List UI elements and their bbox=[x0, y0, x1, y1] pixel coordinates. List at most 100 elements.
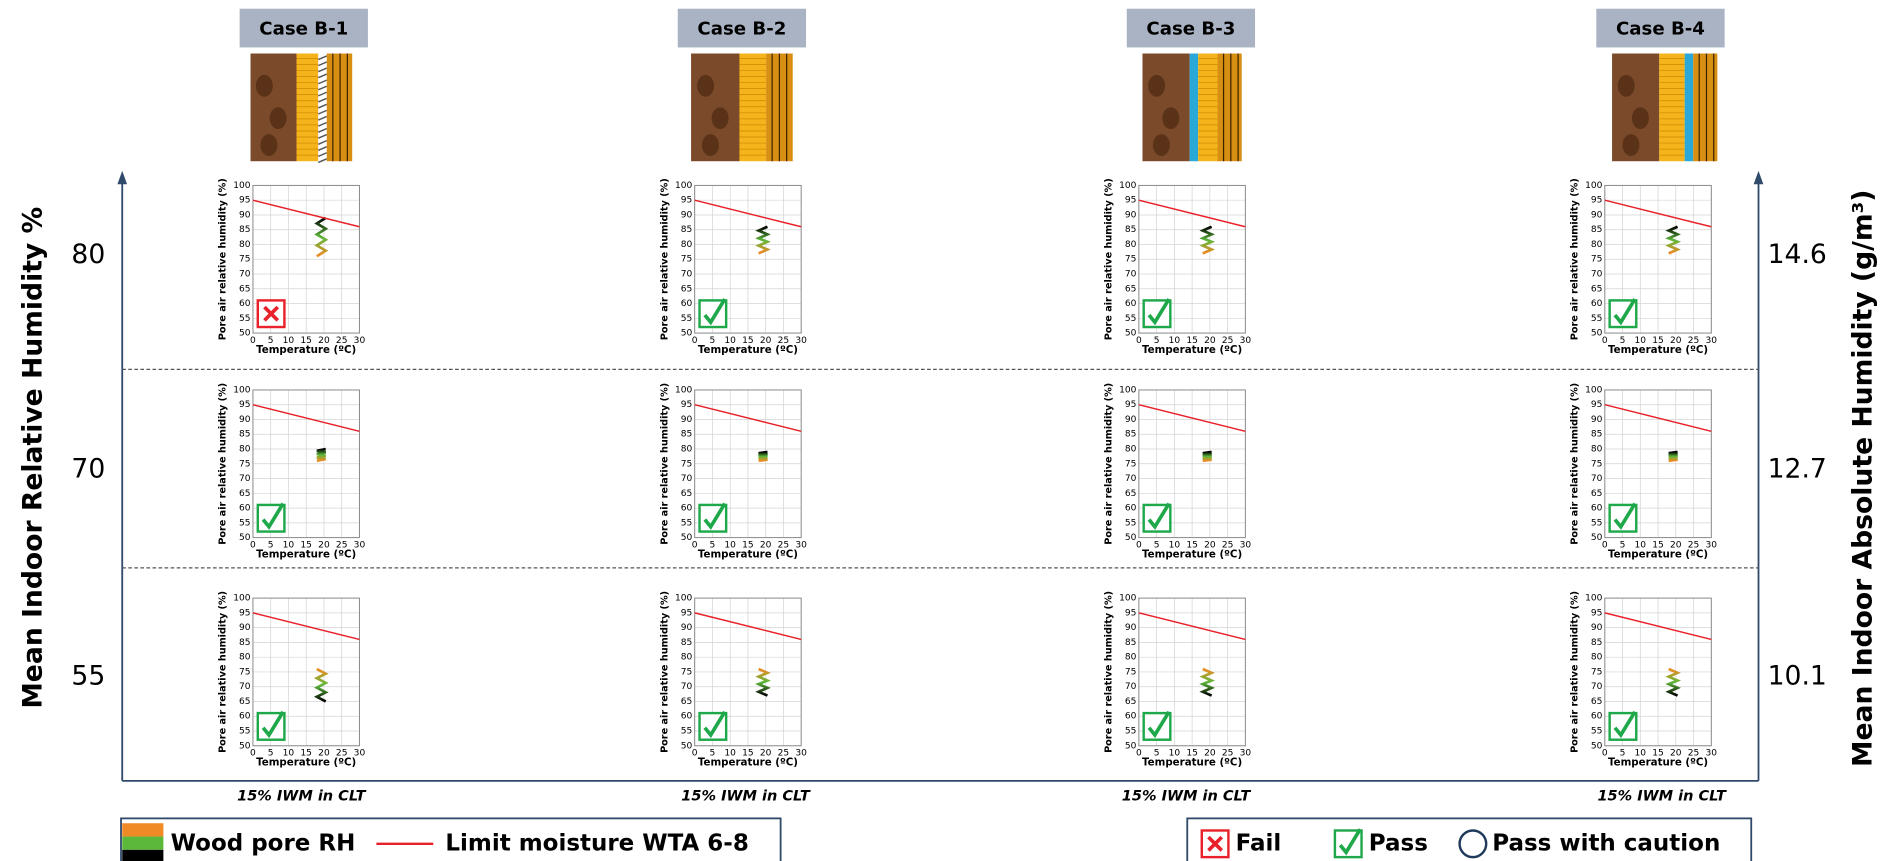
wall-layer bbox=[1659, 54, 1684, 162]
wall-stone bbox=[1622, 134, 1639, 156]
y-tick-label: 50 bbox=[239, 329, 251, 339]
wall-layer bbox=[739, 54, 766, 162]
y-tick-label: 50 bbox=[1591, 533, 1603, 543]
row-label-right: 10.1 bbox=[1768, 660, 1827, 691]
y-tick-label: 70 bbox=[1125, 474, 1137, 484]
y-tick-label: 95 bbox=[1591, 608, 1603, 618]
y-axis-label: Pore air relative humidity (%) bbox=[1570, 178, 1581, 340]
footer: 15% IWM in CLT bbox=[1597, 789, 1727, 805]
footer: 15% IWM in CLT bbox=[237, 789, 367, 805]
y-tick-label: 50 bbox=[1125, 741, 1137, 751]
y-tick-label: 100 bbox=[675, 594, 693, 604]
x-axis-label: Temperature (ºC) bbox=[698, 344, 798, 356]
y-tick-label: 100 bbox=[1119, 594, 1137, 604]
wall-stone bbox=[712, 107, 729, 129]
y-tick-label: 95 bbox=[1125, 196, 1137, 206]
y-tick-label: 95 bbox=[681, 196, 693, 206]
wall-stone bbox=[702, 134, 719, 156]
y-tick-label: 70 bbox=[1125, 682, 1137, 692]
legend-swatch bbox=[122, 837, 163, 850]
legend-swatch bbox=[122, 823, 163, 836]
legend-label: Pass bbox=[1369, 830, 1428, 856]
wall-layer bbox=[1198, 54, 1217, 162]
y-tick-label: 100 bbox=[675, 181, 693, 191]
y-axis-label: Pore air relative humidity (%) bbox=[218, 383, 229, 545]
y-tick-label: 95 bbox=[1591, 196, 1603, 206]
y-tick-label: 85 bbox=[681, 638, 693, 648]
y-tick-label: 60 bbox=[1125, 504, 1137, 514]
rh-trace bbox=[1203, 452, 1212, 461]
y-tick-label: 65 bbox=[681, 284, 693, 294]
y-tick-label: 90 bbox=[1125, 415, 1137, 425]
y-axis-label: Pore air relative humidity (%) bbox=[1570, 591, 1581, 753]
arrow bbox=[117, 171, 127, 184]
y2-title: Mean Indoor Absolute Humidity (g/m³) bbox=[1847, 190, 1878, 767]
y-tick-label: 95 bbox=[1125, 400, 1137, 410]
y-tick-label: 70 bbox=[239, 682, 251, 692]
y-tick-label: 65 bbox=[681, 697, 693, 707]
wall-stone bbox=[1148, 75, 1165, 97]
y-tick-label: 70 bbox=[1591, 682, 1603, 692]
y-tick-label: 60 bbox=[1125, 299, 1137, 309]
y-tick-label: 50 bbox=[681, 329, 693, 339]
y-axis-label: Pore air relative humidity (%) bbox=[1104, 591, 1115, 753]
y-axis-label: Pore air relative humidity (%) bbox=[218, 178, 229, 340]
y-tick-label: 80 bbox=[1125, 653, 1137, 663]
x-axis-label: Temperature (ºC) bbox=[256, 344, 356, 356]
y-tick-label: 80 bbox=[1125, 445, 1137, 455]
x-axis-label: Temperature (ºC) bbox=[256, 757, 356, 769]
y-tick-label: 75 bbox=[681, 667, 693, 677]
y-tick-label: 80 bbox=[1125, 240, 1137, 250]
rh-trace bbox=[317, 449, 326, 461]
y-tick-label: 70 bbox=[239, 474, 251, 484]
y-axis-label: Pore air relative humidity (%) bbox=[1570, 383, 1581, 545]
y-tick-label: 100 bbox=[1119, 181, 1137, 191]
y-tick-label: 55 bbox=[239, 727, 251, 737]
wall-stone bbox=[1153, 134, 1170, 156]
row-label: 70 bbox=[71, 453, 105, 484]
y-tick-label: 50 bbox=[681, 741, 693, 751]
row-label-right: 12.7 bbox=[1768, 453, 1827, 484]
y-tick-label: 90 bbox=[1591, 623, 1603, 633]
wall-layer bbox=[297, 54, 319, 162]
wall-layer bbox=[1190, 54, 1198, 162]
y-tick-label: 60 bbox=[1591, 504, 1603, 514]
y-tick-label: 55 bbox=[1591, 518, 1603, 528]
y-tick-label: 60 bbox=[1591, 299, 1603, 309]
wall-stone bbox=[256, 75, 273, 97]
y-tick-label: 80 bbox=[681, 240, 693, 250]
rh-trace bbox=[759, 452, 768, 461]
y-axis-label: Pore air relative humidity (%) bbox=[659, 178, 670, 340]
legend-label: Pass with caution bbox=[1492, 830, 1720, 856]
y-axis-label: Pore air relative humidity (%) bbox=[659, 383, 670, 545]
y-tick-label: 85 bbox=[681, 430, 693, 440]
y-tick-label: 80 bbox=[681, 445, 693, 455]
wall-stone bbox=[270, 107, 287, 129]
y-tick-label: 50 bbox=[239, 533, 251, 543]
case-title: Case B-3 bbox=[1146, 18, 1235, 39]
wall-stone bbox=[1618, 75, 1635, 97]
y-tick-label: 100 bbox=[1585, 385, 1603, 395]
y-tick-label: 65 bbox=[1125, 697, 1137, 707]
y-tick-label: 60 bbox=[1591, 712, 1603, 722]
x-axis-label: Temperature (ºC) bbox=[1142, 757, 1242, 769]
y-tick-label: 75 bbox=[1125, 459, 1137, 469]
y-tick-label: 85 bbox=[1591, 638, 1603, 648]
y-tick-label: 75 bbox=[1591, 255, 1603, 265]
y-tick-label: 75 bbox=[681, 255, 693, 265]
y-tick-label: 60 bbox=[239, 299, 251, 309]
figure: Mean Indoor Relative Humidity % Mean Ind… bbox=[0, 0, 1888, 861]
y-tick-label: 90 bbox=[1591, 415, 1603, 425]
wall-stone bbox=[1632, 107, 1649, 129]
y-title: Mean Indoor Relative Humidity % bbox=[17, 207, 48, 709]
y-tick-label: 95 bbox=[1591, 400, 1603, 410]
y-tick-label: 80 bbox=[681, 653, 693, 663]
y-tick-label: 95 bbox=[239, 400, 251, 410]
y-tick-label: 95 bbox=[239, 608, 251, 618]
x-axis-label: Temperature (ºC) bbox=[256, 549, 356, 561]
y-tick-label: 80 bbox=[239, 240, 251, 250]
y-tick-label: 70 bbox=[681, 270, 693, 280]
y-tick-label: 90 bbox=[239, 623, 251, 633]
y-tick-label: 95 bbox=[239, 196, 251, 206]
y-tick-label: 70 bbox=[1125, 270, 1137, 280]
